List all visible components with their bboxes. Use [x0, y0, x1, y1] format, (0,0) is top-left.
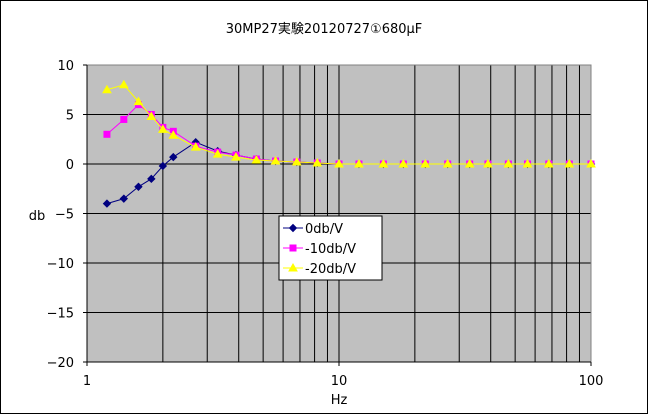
y-tick-label: 0 — [66, 158, 74, 173]
data-point — [102, 199, 112, 208]
data-point — [146, 111, 157, 120]
chart-title: 30MP27実験20120727①680μF — [226, 21, 423, 37]
data-point — [522, 158, 533, 168]
axis-layer: 10 5 0 −5 −10 −15 −20 1 10 100 — [47, 59, 604, 389]
legend-marker — [289, 244, 297, 252]
y-axis-label: db — [29, 209, 46, 224]
data-point — [103, 130, 111, 138]
y-tick-label: 5 — [66, 109, 74, 124]
series-2 — [102, 79, 596, 168]
y-tick-label: −5 — [55, 208, 74, 223]
data-point — [483, 158, 493, 168]
data-point — [134, 182, 143, 191]
x-axis-label: Hz — [331, 393, 348, 408]
legend-label: -10db/V — [305, 242, 356, 257]
data-point — [120, 115, 128, 123]
data-point — [133, 96, 144, 106]
legend-marker — [288, 223, 298, 233]
data-point — [334, 158, 344, 168]
data-point — [378, 158, 389, 168]
data-point — [158, 161, 168, 171]
y-tick-label: −10 — [47, 257, 74, 272]
x-tick-label: 1 — [83, 374, 91, 389]
data-point — [291, 157, 302, 166]
data-point — [251, 155, 262, 164]
data-point — [157, 124, 168, 133]
data-point — [503, 158, 514, 168]
y-tick-label: −15 — [47, 307, 74, 322]
legend-label: -20db/V — [305, 262, 356, 277]
data-point — [190, 142, 201, 151]
data-point — [119, 194, 129, 203]
data-point — [398, 158, 409, 168]
y-tick-label: 10 — [57, 59, 74, 74]
data-point — [464, 158, 475, 168]
data-point — [564, 158, 575, 168]
legend-marker — [288, 262, 298, 272]
data-point — [586, 158, 596, 168]
x-tick-label: 100 — [579, 374, 604, 389]
plot-layer — [86, 64, 596, 363]
data-point — [212, 149, 223, 158]
data-point — [312, 158, 323, 167]
data-point — [168, 130, 179, 139]
data-point — [169, 152, 178, 162]
data-point — [420, 158, 431, 168]
legend: 0db/V -10db/V -20db/V — [278, 215, 383, 281]
x-tick-label: 10 — [331, 374, 348, 389]
data-point — [147, 174, 156, 184]
data-point — [231, 152, 241, 161]
legend-label: 0db/V — [305, 222, 343, 237]
data-point — [118, 79, 129, 89]
y-tick-label: −20 — [47, 356, 74, 371]
data-point — [543, 158, 554, 168]
data-point — [442, 158, 453, 168]
data-point — [354, 158, 364, 168]
data-point — [102, 84, 112, 94]
data-point — [270, 156, 281, 165]
